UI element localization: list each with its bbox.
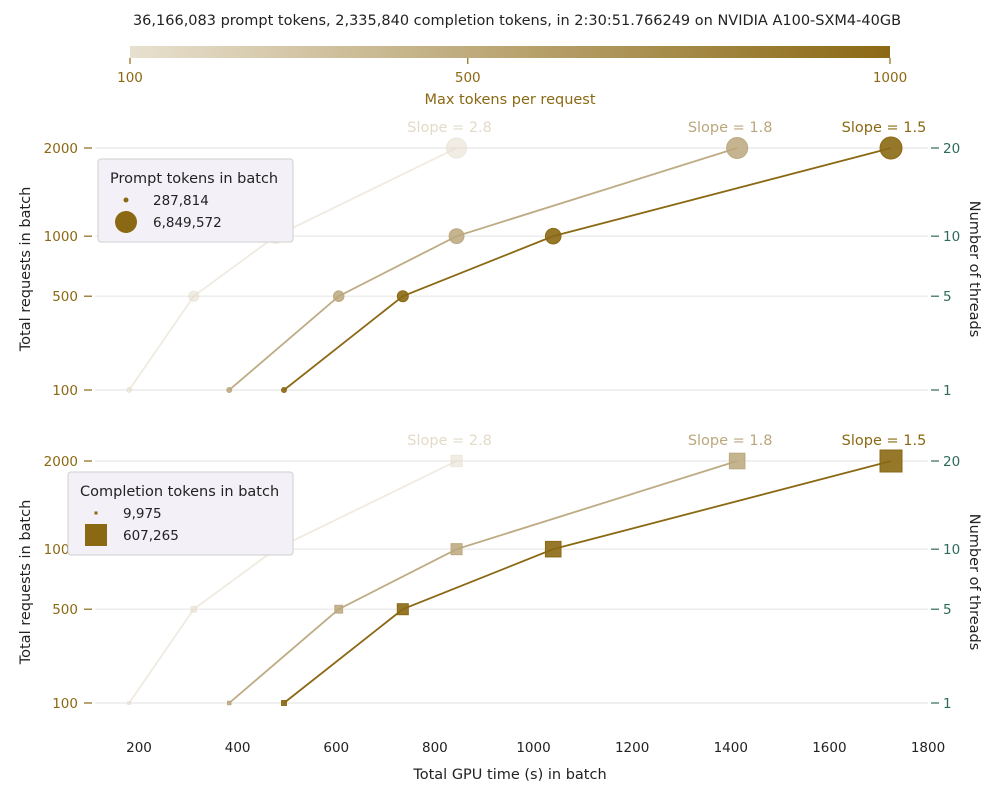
y-right-axis-label: Number of threads	[966, 201, 982, 338]
prompt-tokens-panel: 100 1 500 5 1000 10 2000 20 Total requests in ba…	[18, 120, 982, 399]
series-line-max-500	[228, 460, 738, 704]
colorbar-gradient	[130, 46, 890, 58]
y-right-tick-label: 20	[943, 454, 960, 470]
data-point	[188, 290, 200, 302]
y-axis-label: Total requests in batch	[18, 187, 34, 353]
slope-label: Slope = 1.5	[842, 433, 927, 449]
y-right-tick-label: 5	[943, 289, 952, 305]
x-tick-label: 600	[323, 740, 349, 756]
legend-entry-label: 287,814	[153, 193, 209, 209]
data-point	[126, 387, 133, 393]
legend-entry-label: 607,265	[123, 528, 179, 544]
legend-marker	[123, 197, 129, 203]
y-tick-label: 500	[52, 602, 78, 618]
y-tick-label: 500	[52, 289, 78, 305]
slope-label: Slope = 1.8	[688, 433, 773, 449]
data-point	[445, 137, 468, 159]
data-point	[190, 605, 198, 613]
data-point	[127, 701, 132, 705]
data-point	[726, 136, 749, 160]
y-tick-label: 2000	[44, 141, 78, 157]
legend-marker	[115, 211, 137, 233]
data-point	[728, 452, 746, 470]
y-tick-label: 100	[52, 383, 78, 399]
colorbar: 100 500 1000 Max tokens per request	[117, 46, 907, 108]
slope-label: Slope = 2.8	[407, 120, 492, 136]
colorbar-label: Max tokens per request	[424, 92, 595, 108]
x-tick-label: 400	[225, 740, 251, 756]
y-right-tick-label: 5	[943, 602, 952, 618]
x-tick-label: 1000	[516, 740, 550, 756]
x-tick-label: 800	[422, 740, 448, 756]
series-line-max-1000	[283, 147, 892, 391]
slope-label: Slope = 1.5	[842, 120, 927, 136]
legend-entry-label: 6,849,572	[153, 215, 222, 231]
data-point	[879, 136, 903, 160]
y-right-tick-label: 1	[943, 696, 952, 712]
data-point	[281, 700, 287, 706]
x-tick-label: 1600	[812, 740, 846, 756]
series-line-max-100	[128, 147, 457, 391]
data-point	[396, 603, 409, 616]
data-point	[544, 227, 562, 245]
data-point	[332, 290, 345, 302]
data-point	[544, 540, 562, 558]
series-line-max-100	[128, 460, 457, 704]
data-point	[396, 290, 409, 303]
x-tick-label: 1800	[911, 740, 945, 756]
legend-marker	[85, 524, 107, 546]
x-tick-label: 1400	[714, 740, 748, 756]
y-right-tick-label: 10	[943, 542, 960, 558]
slope-label: Slope = 1.8	[688, 120, 773, 136]
data-point	[280, 387, 287, 393]
series-line-max-1000	[283, 460, 892, 704]
colorbar-tick-label: 500	[455, 70, 481, 86]
data-point	[450, 543, 463, 556]
legend-box	[97, 158, 294, 243]
data-point	[227, 700, 232, 706]
colorbar-tick-label: 100	[117, 70, 143, 86]
y-right-axis-label: Number of threads	[966, 514, 982, 651]
figure-title: 36,166,083 prompt tokens, 2,335,840 comp…	[133, 13, 901, 29]
legend-box	[67, 471, 294, 556]
legend-marker	[94, 511, 98, 515]
legend-title: Prompt tokens in batch	[110, 171, 278, 187]
data-point	[226, 387, 233, 393]
y-axis-label: Total requests in batch	[18, 500, 34, 666]
y-tick-label: 1000	[44, 229, 78, 245]
y-right-tick-label: 10	[943, 229, 960, 245]
x-tick-label: 200	[126, 740, 152, 756]
legend-title: Completion tokens in batch	[80, 484, 279, 500]
x-axis: 200 400 600 800 1000 1200 1400 1600 1800 Total GP…	[126, 740, 945, 783]
series-line-max-500	[228, 147, 738, 391]
data-point	[879, 449, 903, 473]
y-right-tick-label: 1	[943, 383, 952, 399]
legend-entry-label: 9,975	[123, 506, 162, 522]
y-tick-label: 2000	[44, 454, 78, 470]
data-point	[334, 604, 344, 614]
data-point	[450, 454, 463, 468]
y-tick-label: 100	[52, 696, 78, 712]
colorbar-tick-label: 1000	[873, 70, 907, 86]
data-point	[448, 228, 465, 245]
slope-label: Slope = 2.8	[407, 433, 492, 449]
x-tick-label: 1200	[615, 740, 649, 756]
y-right-tick-label: 20	[943, 141, 960, 157]
x-axis-label: Total GPU time (s) in batch	[412, 767, 606, 783]
